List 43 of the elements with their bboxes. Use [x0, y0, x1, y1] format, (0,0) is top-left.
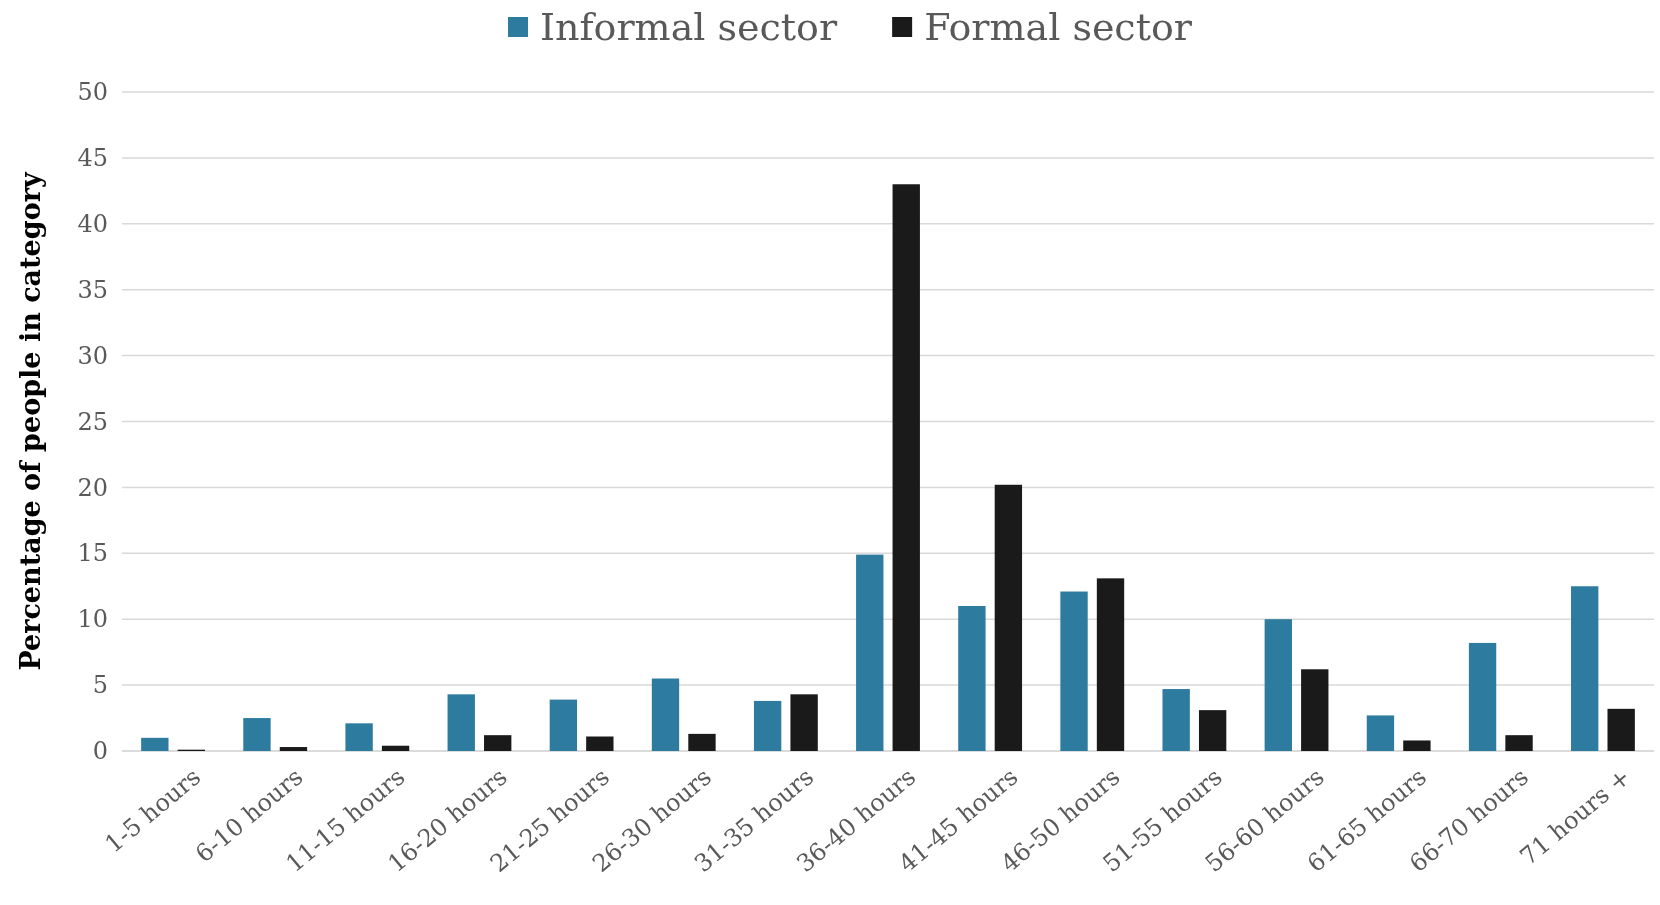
y-tick-label: 20 — [77, 473, 108, 502]
bar — [958, 606, 986, 751]
y-tick-label: 15 — [77, 539, 108, 568]
legend-label: Informal sector — [540, 5, 838, 50]
bar — [1264, 619, 1292, 751]
bar — [1607, 708, 1635, 751]
bar — [1301, 669, 1329, 751]
bar — [586, 736, 614, 751]
y-tick-label: 30 — [77, 341, 108, 370]
bar — [447, 694, 475, 751]
bar — [549, 699, 578, 751]
bar — [1060, 591, 1088, 751]
y-tick-label: 40 — [77, 209, 108, 238]
bar — [688, 733, 716, 751]
bar — [994, 484, 1023, 751]
legend-label: Formal sector — [924, 5, 1193, 50]
bar — [753, 700, 782, 751]
y-tick-label: 5 — [92, 671, 108, 700]
bar — [1366, 715, 1395, 751]
bar — [1096, 578, 1125, 751]
bar — [1403, 740, 1431, 751]
bar — [1505, 735, 1533, 751]
bar — [381, 745, 410, 751]
bar — [892, 184, 920, 751]
bar — [856, 554, 884, 751]
bar — [1468, 642, 1497, 751]
bar — [345, 723, 373, 751]
bar — [141, 737, 169, 751]
bar — [279, 747, 308, 751]
bar — [1198, 710, 1227, 751]
y-tick-label: 45 — [77, 144, 108, 173]
y-axis-title: Percentage of people in category — [15, 171, 46, 671]
y-tick-label: 50 — [77, 78, 108, 107]
bar — [1571, 586, 1599, 751]
bar — [651, 678, 680, 751]
y-tick-label: 10 — [77, 605, 108, 634]
y-tick-label: 25 — [77, 407, 108, 436]
y-tick-label: 35 — [77, 275, 108, 304]
bar — [790, 694, 818, 751]
bar — [1162, 689, 1190, 751]
bar — [243, 718, 271, 751]
y-tick-label: 0 — [92, 737, 108, 766]
bar — [484, 735, 512, 751]
